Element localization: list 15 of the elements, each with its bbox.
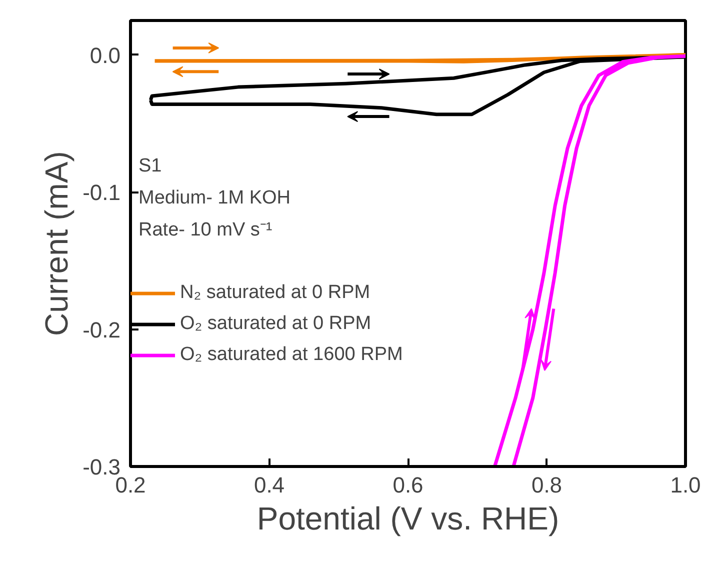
x-tick-label: 0.8 xyxy=(531,472,562,498)
x-tick-label: 0.4 xyxy=(254,472,285,498)
y-tick-label: 0.0 xyxy=(90,42,121,68)
x-tick-label: 1.0 xyxy=(670,472,701,498)
legend-label: N₂ saturated at 0 RPM xyxy=(180,282,370,304)
annotation: Rate- 10 mV s⁻¹ xyxy=(138,220,272,240)
annotation: Medium- 1M KOH xyxy=(138,188,291,208)
y-tick-label: -0.1 xyxy=(82,180,121,206)
y-axis-title: Current (mA) xyxy=(38,151,75,336)
x-tick-label: 0.6 xyxy=(392,472,424,498)
y-tick-label: -0.2 xyxy=(82,317,121,342)
annotation: S1 xyxy=(138,156,162,176)
legend-label: O₂ saturated at 0 RPM xyxy=(180,313,372,335)
x-axis-title: Potential (V vs. RHE) xyxy=(256,500,560,536)
legend-label: O₂ saturated at 1600 RPM xyxy=(180,344,403,366)
